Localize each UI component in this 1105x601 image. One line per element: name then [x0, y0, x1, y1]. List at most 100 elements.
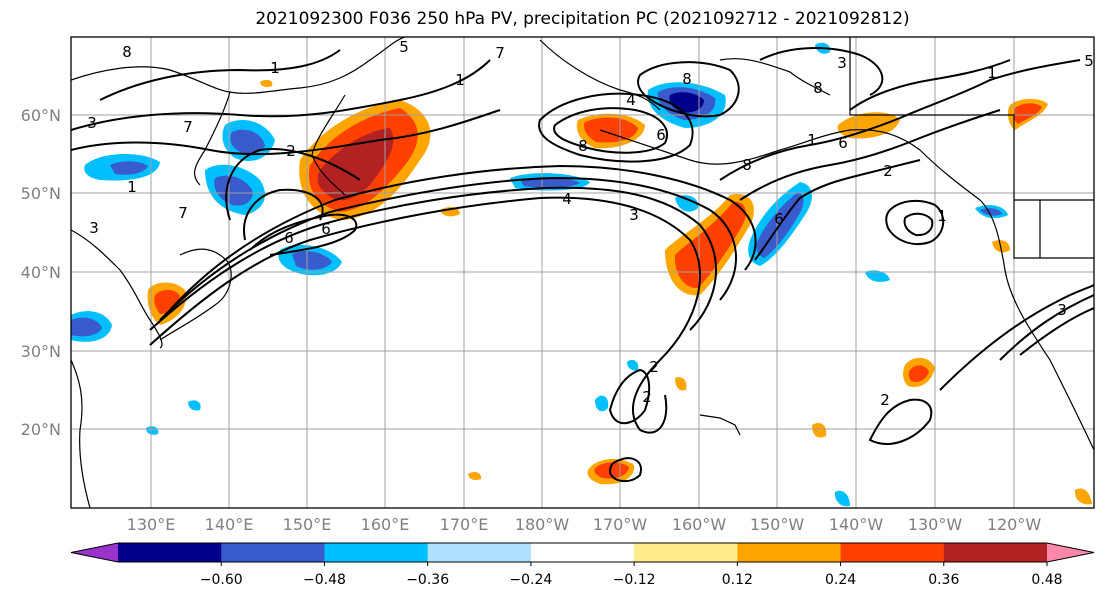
pv-contour	[939, 284, 1094, 391]
lon-tick-label: 160°W	[672, 515, 727, 534]
colorbar-segment	[737, 543, 842, 562]
coastline	[919, 149, 1094, 451]
contour-label: 2	[642, 388, 652, 406]
lat-tick-label: 20°N	[21, 420, 61, 439]
precip-positive-area	[812, 423, 827, 438]
pv-contour	[225, 148, 361, 221]
lon-tick-label: 170°W	[593, 515, 648, 534]
coastlines	[71, 37, 1094, 508]
island	[699, 414, 741, 436]
pv-contour	[1019, 307, 1094, 356]
pv-contour	[538, 92, 694, 163]
colorbar-segment	[118, 543, 222, 562]
contour-label: 6	[284, 229, 294, 247]
precip-positive-area	[1013, 103, 1042, 124]
contour-label: 8	[682, 70, 692, 88]
contour-label: 8	[122, 43, 132, 61]
pv-contour	[149, 186, 717, 331]
colorbar-segment	[634, 543, 738, 562]
lat-tick-label: 50°N	[21, 184, 61, 203]
pv-contour	[243, 188, 324, 241]
pv-contour	[849, 59, 1011, 111]
contour-label: 3	[87, 114, 97, 132]
contour-label: 1	[455, 71, 465, 89]
pv-contour	[754, 159, 921, 261]
pv-contour	[999, 294, 1094, 361]
contour-label: 1	[127, 178, 137, 196]
precip-negative-area	[292, 251, 332, 270]
lat-tick-label: 60°N	[21, 106, 61, 125]
pv-contour	[71, 59, 491, 131]
colorbar-tick-label: 0.24	[825, 572, 856, 588]
contour-label: 2	[880, 391, 890, 409]
pv-contour	[249, 213, 358, 256]
precip-positive-area	[260, 79, 273, 87]
contour-label: 7	[178, 204, 188, 222]
precip-positive-area	[675, 377, 687, 391]
pv-contour	[553, 107, 668, 154]
contour-label: 6	[838, 134, 848, 152]
contour-label: 2	[649, 358, 659, 376]
precip-negative-area	[834, 490, 850, 507]
contour-label: 6	[774, 210, 784, 228]
pv-contour	[169, 164, 757, 311]
pv-contours	[71, 47, 1094, 483]
coastline	[311, 94, 346, 196]
precip-negative-area	[146, 426, 159, 435]
contour-label: 8	[813, 79, 823, 97]
lon-tick-label: 180°W	[515, 515, 570, 534]
precip-positive-area	[1074, 488, 1092, 505]
colorbar-tick-label: −0.48	[303, 572, 346, 588]
pv-contour	[159, 176, 737, 321]
coastline	[159, 248, 232, 341]
coastline	[71, 229, 163, 349]
pv-contour	[637, 61, 740, 118]
colorbar-segment	[324, 543, 429, 562]
precip-positive-area	[468, 471, 482, 480]
contour-label: 8	[578, 137, 588, 155]
lon-tick-label: 130°E	[127, 515, 176, 534]
pv-contour	[71, 109, 501, 156]
colorbar-tick-label: 0.12	[722, 572, 753, 588]
colorbar-segment	[943, 543, 1048, 562]
lon-tick-label: 150°E	[283, 515, 332, 534]
plot-title: 2021092300 F036 250 hPa PV, precipitatio…	[255, 9, 910, 29]
precip-negative-area	[865, 270, 890, 282]
colorbar-tick-label: −0.24	[509, 572, 552, 588]
pv-contour	[739, 109, 1001, 201]
precip-positive-area	[317, 128, 394, 201]
contour-label: 7	[183, 118, 193, 136]
lon-tick-label: 170°E	[440, 515, 489, 534]
precip-negative-area	[595, 395, 609, 412]
precip-negative-area	[71, 317, 102, 337]
pv-contour	[99, 49, 341, 101]
precipitation-shading	[71, 42, 1092, 507]
colorbar-segment	[427, 543, 532, 562]
lon-tick-label: 140°E	[205, 515, 254, 534]
contour-label: 2	[883, 162, 893, 180]
lat-tick-label: 40°N	[21, 263, 61, 282]
colorbar-extend-high	[1047, 543, 1094, 562]
contour-label: 3	[629, 206, 639, 224]
state-border	[849, 37, 1094, 201]
precip-positive-area	[908, 365, 929, 382]
colorbar-segment	[840, 543, 945, 562]
pv-contour	[608, 457, 642, 483]
coastline	[71, 37, 406, 94]
precip-negative-area	[110, 161, 148, 175]
lon-tick-label: 160°E	[361, 515, 410, 534]
contour-label: 5	[1084, 52, 1094, 70]
precip-negative-area	[188, 400, 201, 411]
contour-label: 1	[987, 64, 997, 82]
precip-positive-area	[674, 201, 746, 289]
lon-tick-label: 130°W	[908, 515, 963, 534]
pv-contour	[903, 212, 934, 237]
precip-negative-area	[980, 208, 1002, 216]
colorbar: −0.60 −0.48 −0.36 −0.24 −0.12 0.12 0.24 0.36 0.4…	[70, 542, 1095, 588]
contour-labels: 1 2 3 4 5 6 7 8 8 1 2 1 3 4 6 7 8 2 6 8 …	[87, 38, 1094, 409]
colorbar-outline	[70, 542, 1095, 563]
colorbar-tick-label: 0.36	[928, 572, 959, 588]
coastline	[539, 39, 661, 111]
contour-label: 1	[937, 207, 947, 225]
